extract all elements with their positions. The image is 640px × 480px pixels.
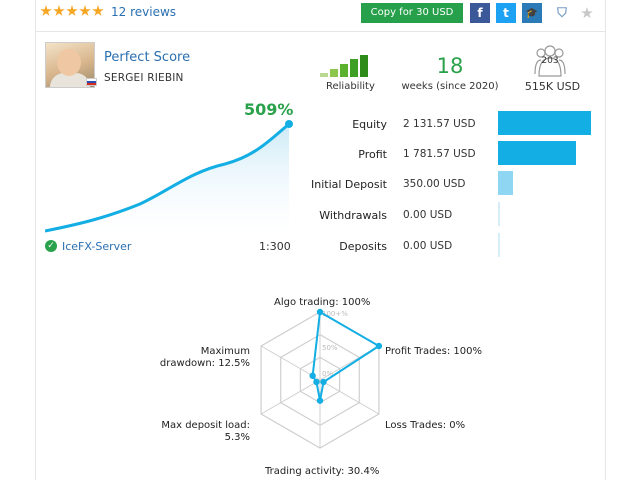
radar-point (375, 342, 383, 350)
row-label: Equity (352, 118, 387, 131)
row-label: Deposits (339, 240, 387, 253)
row-bar (498, 171, 514, 195)
copy-button[interactable]: Copy for 30 USD (361, 3, 463, 23)
facebook-icon[interactable]: f (470, 3, 490, 23)
funds-value: 515K USD (524, 80, 581, 93)
weeks-label: weeks (since 2020) (401, 81, 499, 92)
top-bar: 12 reviews Copy for 30 USD f t 🎓 ⛉ ★ (0, 0, 640, 30)
shield-check-icon: ✓ (45, 240, 57, 252)
row-label: Initial Deposit (311, 178, 387, 191)
growth-endpoint (285, 120, 293, 128)
star-icon (79, 5, 91, 16)
row-bar (498, 141, 576, 165)
table-row: Deposits 0.00 USD (300, 233, 600, 271)
star-icon (53, 5, 65, 16)
row-value: 350.00 USD (403, 178, 466, 190)
row-label: Profit (358, 148, 387, 161)
reviews-link[interactable]: 12 reviews (111, 5, 177, 19)
row-bar (498, 202, 500, 226)
radar-axis (260, 379, 321, 415)
favorite-star-icon[interactable]: ★ (580, 4, 594, 22)
table-row: Initial Deposit 350.00 USD (300, 171, 600, 209)
radar-point (316, 397, 324, 404)
radar-label-profit-trades: Profit Trades: 100% (385, 346, 482, 357)
radar-label-drawdown: Maximum drawdown: 12.5% (159, 346, 250, 369)
radar-axis (319, 379, 380, 415)
author-name: SERGEI RIEBIN (104, 72, 184, 84)
table-row: Equity 2 131.57 USD (300, 111, 600, 149)
row-value: 0.00 USD (403, 240, 453, 252)
row-value: 2 131.57 USD (403, 118, 476, 130)
subscribers-icon (534, 45, 566, 77)
divider (35, 31, 606, 32)
reliability-label: Reliability (326, 81, 375, 92)
subscribers-count: 203 (541, 56, 559, 66)
growth-chart (45, 120, 293, 235)
leverage: 1:300 (259, 240, 291, 253)
radar-point (309, 372, 316, 379)
row-value: 0.00 USD (403, 209, 453, 221)
weeks-count: 18 (436, 54, 464, 78)
radar-label-trading-activity: Trading activity: 30.4% (265, 466, 380, 477)
education-icon[interactable]: 🎓 (522, 3, 542, 23)
growth-percent: 509% (244, 100, 294, 119)
row-bar (498, 233, 500, 257)
table-row: Profit 1 781.57 USD (300, 141, 600, 179)
server-name[interactable]: IceFX-Server (62, 240, 132, 253)
radar-series (311, 310, 381, 401)
row-bar (498, 111, 591, 135)
country-flag-icon (86, 78, 97, 86)
shield-icon[interactable]: ⛉ (557, 5, 567, 21)
star-icon (92, 5, 104, 16)
star-icon (66, 5, 78, 16)
radar-scale-label: 50% (322, 344, 338, 352)
twitter-icon[interactable]: t (496, 3, 516, 23)
radar-point (320, 378, 327, 386)
radar-scale-label: 100+% (322, 310, 348, 318)
radar-label-algo: Algo trading: 100% (274, 297, 371, 308)
row-label: Withdrawals (319, 209, 387, 222)
avatar[interactable] (45, 42, 95, 88)
radar-scale-label: 0% (322, 370, 333, 378)
radar-label-loss-trades: Loss Trades: 0% (385, 420, 466, 431)
signal-card (35, 0, 606, 480)
signal-name[interactable]: Perfect Score (104, 50, 191, 65)
radar-point (313, 378, 320, 386)
row-value: 1 781.57 USD (403, 148, 476, 160)
rating-stars (40, 5, 104, 17)
radar-chart: 100+% 50% 0% (260, 308, 383, 449)
growth-area (45, 124, 289, 235)
reliability-bars-icon (320, 55, 368, 77)
star-icon (40, 5, 52, 16)
radar-label-deposit-load: Max deposit load: 5.3% (161, 420, 250, 443)
radar-point (316, 308, 324, 316)
growth-line (45, 122, 290, 233)
table-row: Withdrawals 0.00 USD (300, 202, 600, 240)
